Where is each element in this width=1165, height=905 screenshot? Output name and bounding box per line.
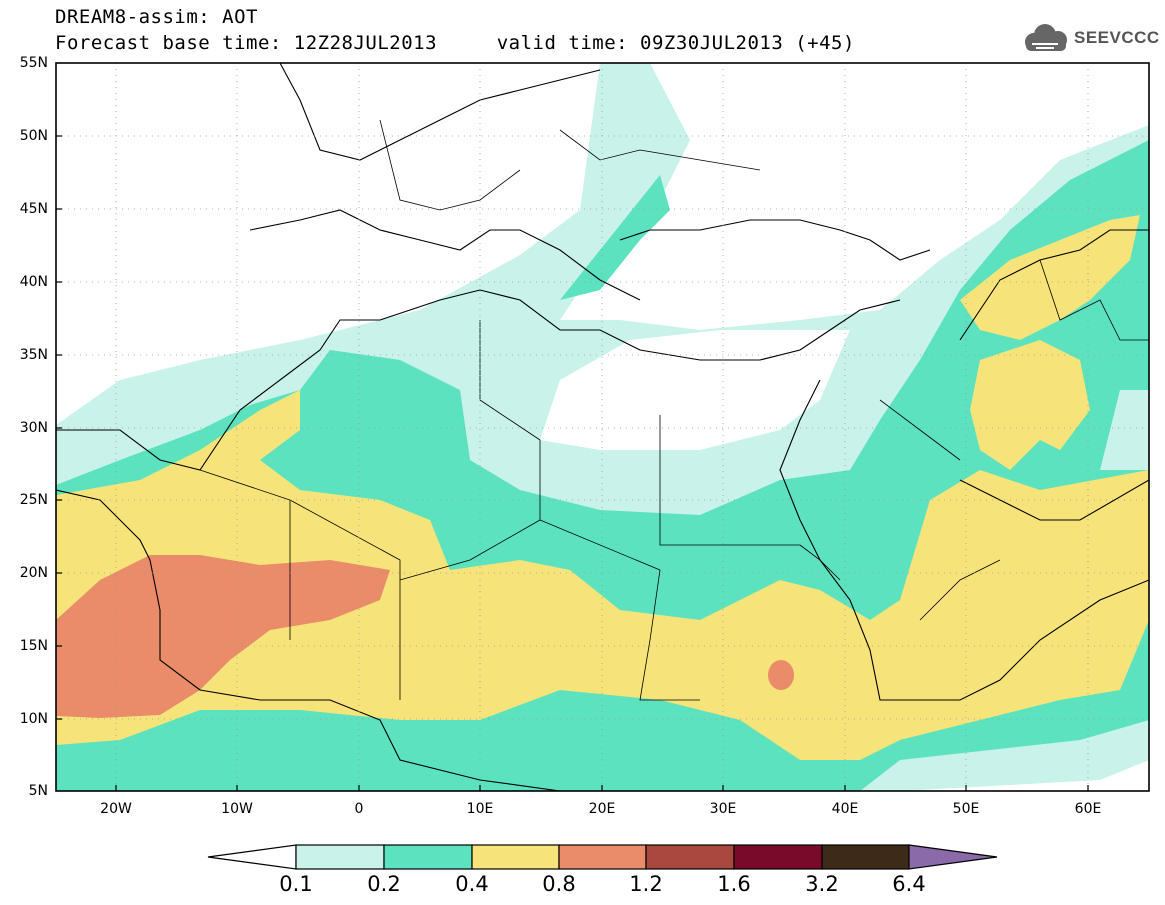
lat-label: 35N: [19, 347, 48, 363]
colorbar-label: 0.2: [367, 872, 401, 896]
colorbar-swatch: [471, 844, 560, 870]
aot-contour-0.4: [970, 340, 1090, 470]
lon-label: 10E: [466, 801, 494, 817]
lat-label: 10N: [19, 711, 48, 727]
colorbar: [207, 844, 998, 870]
aot-clear-region: [540, 330, 850, 450]
aot-contour-0.2: [560, 175, 670, 300]
lon-label: 40E: [831, 801, 859, 817]
colorbar-label: 3.2: [805, 872, 839, 896]
lon-label: 0: [354, 801, 364, 817]
lon-label: 50E: [952, 801, 980, 817]
coastlines: [56, 63, 1149, 791]
lon-label: 60E: [1074, 801, 1102, 817]
lat-label: 40N: [19, 274, 48, 290]
colorbar-label: 0.4: [455, 872, 489, 896]
axis-ticks: [56, 135, 1089, 791]
colorbar-label: 0.1: [279, 872, 313, 896]
aot-contour-0.8: [56, 555, 390, 718]
lat-label: 50N: [19, 128, 48, 144]
cloud-logo-icon: [1025, 24, 1067, 51]
colorbar-swatch-below: [207, 844, 297, 870]
lat-label: 25N: [19, 492, 48, 508]
colorbar-swatch: [733, 844, 823, 870]
colorbar-swatch: [383, 844, 473, 870]
lon-label: 20W: [100, 801, 132, 817]
logo-text: SEEVCCC: [1074, 28, 1160, 47]
colorbar-swatch: [821, 844, 910, 870]
forecast-time-line: Forecast base time: 12Z28JUL2013 valid t…: [55, 32, 855, 54]
lat-label: 55N: [19, 55, 48, 71]
colorbar-swatch: [645, 844, 735, 870]
colorbar-label: 0.8: [542, 872, 576, 896]
colorbar-swatch: [558, 844, 647, 870]
lat-label: 45N: [19, 201, 48, 217]
lon-label: 10W: [221, 801, 253, 817]
colorbar-label: 1.2: [629, 872, 663, 896]
lat-label: 30N: [19, 420, 48, 436]
colorbar-swatch-above: [908, 844, 998, 870]
lat-label: 15N: [19, 638, 48, 654]
lat-label: 20N: [19, 565, 48, 581]
colorbar-label: 6.4: [892, 872, 926, 896]
lon-label: 30E: [709, 801, 737, 817]
lat-lon-grid: [56, 63, 1149, 791]
colorbar-label: 1.6: [717, 872, 751, 896]
colorbar-swatch: [295, 844, 385, 870]
aot-contour-0.4: [960, 215, 1140, 340]
aot-contour-0.4: [56, 390, 1149, 760]
map-title: DREAM8-assim: AOT: [55, 6, 258, 28]
aot-contour-0.8: [768, 660, 794, 690]
lat-label: 5N: [28, 783, 48, 799]
lon-label: 20E: [588, 801, 616, 817]
